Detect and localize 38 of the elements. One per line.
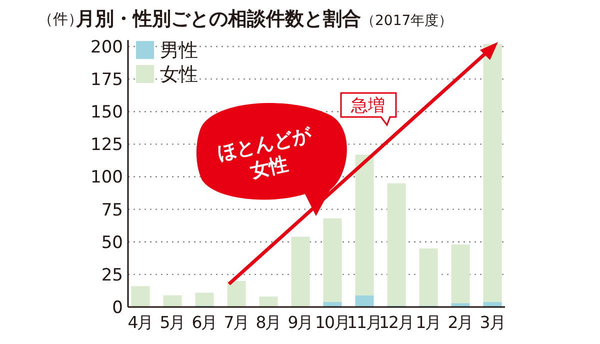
bar [355, 295, 374, 307]
bar [451, 303, 470, 307]
x-tick-label: 9月 [288, 313, 314, 332]
bar [259, 296, 278, 307]
x-tick-label: 8月 [256, 313, 282, 332]
y-tick-label: 25 [101, 265, 123, 286]
bar [323, 218, 342, 302]
legend-label: 男性 [160, 40, 198, 62]
y-tick-label: 200 [90, 37, 123, 58]
annotation: ほとんどが 女性 [216, 124, 314, 183]
x-tick-label: 7月 [224, 313, 250, 332]
annotation: 急増 [350, 96, 385, 116]
chart-subtitle: （2017年度） [361, 13, 453, 29]
y-tick-label: 150 [90, 102, 123, 123]
x-tick-label: 12月 [379, 313, 414, 332]
bar [387, 183, 406, 306]
y-tick-label: 75 [101, 200, 123, 220]
x-tick-label: 10月 [315, 313, 350, 332]
x-tick-label: 1月 [416, 313, 442, 332]
y-tick-label: 100 [90, 168, 123, 188]
y-tick-label: 50 [101, 232, 123, 253]
x-tick-label: 5月 [160, 313, 186, 332]
bar [419, 248, 438, 306]
y-tick-label: 125 [90, 135, 123, 156]
y-tick-label: 175 [90, 70, 123, 90]
bar [195, 292, 214, 306]
bar [355, 154, 374, 296]
x-tick-label: 4月 [128, 313, 154, 332]
y-tick-label: 0 [112, 298, 123, 318]
x-tick-label: 6月 [192, 313, 218, 332]
x-tick-label: 2月 [448, 313, 474, 332]
bar [291, 236, 310, 307]
x-tick-label: 3月 [480, 313, 506, 332]
legend-label: 女性 [160, 64, 198, 86]
bar [451, 244, 470, 304]
bar [163, 295, 182, 307]
bar [131, 286, 150, 307]
bar [227, 280, 246, 307]
